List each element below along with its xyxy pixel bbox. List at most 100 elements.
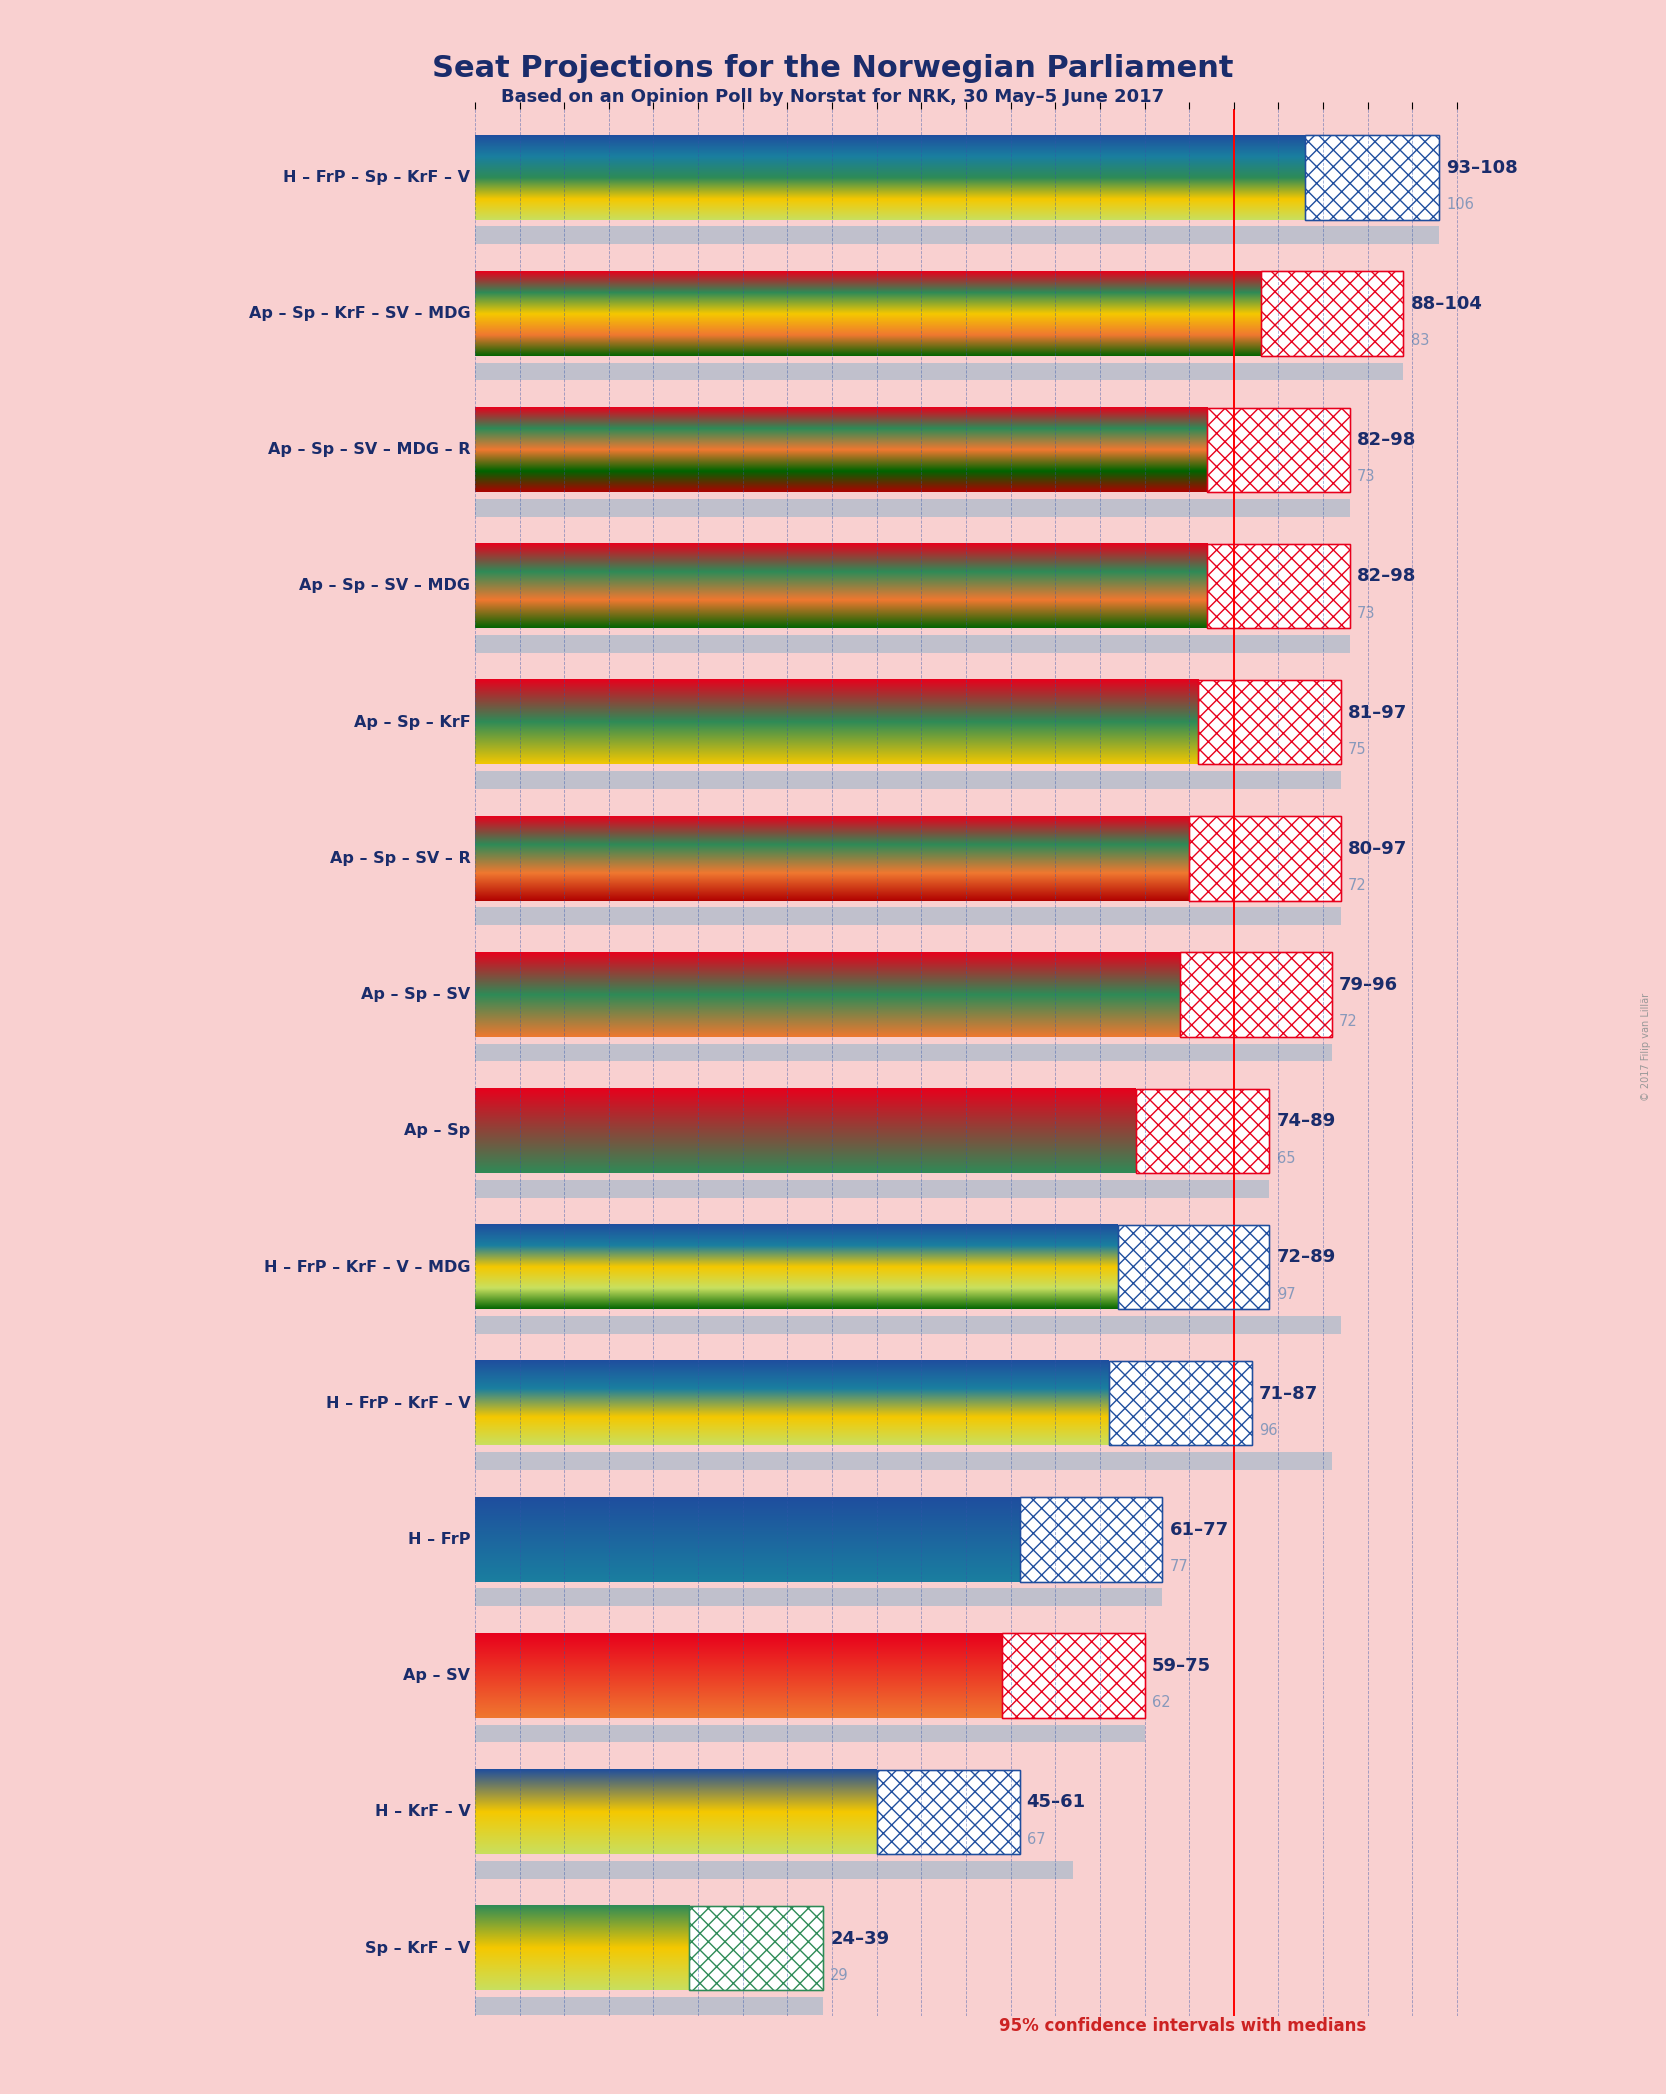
Text: 61–77: 61–77 <box>1170 1520 1228 1539</box>
Bar <box>690 1906 823 1989</box>
Text: 88–104: 88–104 <box>1411 295 1483 312</box>
Text: H – FrP – KrF – V – MDG: H – FrP – KrF – V – MDG <box>263 1258 470 1275</box>
Bar <box>1020 1497 1163 1581</box>
Text: Based on an Opinion Poll by Norstat for NRK, 30 May–5 June 2017: Based on an Opinion Poll by Norstat for … <box>501 88 1165 107</box>
Text: 79–96: 79–96 <box>1339 976 1398 995</box>
Bar <box>1190 817 1341 900</box>
Text: 72–89: 72–89 <box>1276 1248 1336 1267</box>
Text: 96: 96 <box>1259 1424 1278 1439</box>
Bar <box>475 1725 1145 1742</box>
Text: Ap – Sp – SV – MDG: Ap – Sp – SV – MDG <box>300 578 470 593</box>
Text: 71–87: 71–87 <box>1259 1384 1318 1403</box>
Text: 95% confidence intervals with medians: 95% confidence intervals with medians <box>1000 2017 1366 2035</box>
Text: Ap – Sp – SV – R: Ap – Sp – SV – R <box>330 850 470 867</box>
Text: 82–98: 82–98 <box>1358 567 1416 586</box>
Text: 106: 106 <box>1446 197 1474 211</box>
Bar <box>1261 272 1403 356</box>
Bar <box>475 1589 1163 1606</box>
Bar <box>1136 1089 1269 1173</box>
Bar <box>690 1906 823 1989</box>
Text: H – FrP – KrF – V: H – FrP – KrF – V <box>325 1397 470 1411</box>
Bar <box>475 1998 823 2014</box>
Bar <box>475 771 1341 789</box>
Bar <box>1001 1633 1145 1717</box>
Text: 65: 65 <box>1276 1150 1294 1166</box>
Text: H – KrF – V: H – KrF – V <box>375 1805 470 1820</box>
Text: Ap – Sp – KrF: Ap – Sp – KrF <box>353 714 470 729</box>
Bar <box>1020 1497 1163 1581</box>
Bar <box>1118 1225 1269 1309</box>
Bar <box>1001 1633 1145 1717</box>
Text: 59–75: 59–75 <box>1151 1656 1211 1675</box>
Bar <box>1261 272 1403 356</box>
Bar <box>475 498 1349 517</box>
Bar <box>475 1315 1341 1334</box>
Text: 74–89: 74–89 <box>1276 1112 1336 1131</box>
Bar <box>1001 1633 1145 1717</box>
Text: 29: 29 <box>830 1968 850 1983</box>
Text: 97: 97 <box>1276 1288 1294 1302</box>
Bar <box>1020 1497 1163 1581</box>
Text: 73: 73 <box>1358 469 1376 484</box>
Bar <box>475 1862 1073 1878</box>
Text: 67: 67 <box>1026 1832 1045 1847</box>
Bar <box>1198 681 1341 764</box>
Bar <box>1118 1225 1269 1309</box>
Text: 77: 77 <box>1170 1560 1188 1575</box>
Bar <box>876 1769 1020 1853</box>
Bar <box>1180 953 1333 1037</box>
Text: 73: 73 <box>1358 605 1376 620</box>
Bar <box>475 907 1341 926</box>
Bar <box>1261 272 1403 356</box>
Text: Ap – Sp: Ap – Sp <box>405 1122 470 1139</box>
Text: H – FrP – Sp – KrF – V: H – FrP – Sp – KrF – V <box>283 170 470 184</box>
Bar <box>876 1769 1020 1853</box>
Text: Ap – Sp – SV – MDG – R: Ap – Sp – SV – MDG – R <box>268 442 470 456</box>
Bar <box>1206 408 1349 492</box>
Bar <box>1180 953 1333 1037</box>
Bar <box>1136 1089 1269 1173</box>
Text: 75: 75 <box>1348 741 1366 756</box>
Text: 81–97: 81–97 <box>1348 704 1408 722</box>
Bar <box>1304 136 1439 220</box>
Bar <box>475 362 1403 381</box>
Text: 72: 72 <box>1348 877 1366 894</box>
Text: 82–98: 82–98 <box>1358 431 1416 450</box>
Bar <box>1190 817 1341 900</box>
Bar <box>876 1769 1020 1853</box>
Text: Ap – Sp – KrF – SV – MDG: Ap – Sp – KrF – SV – MDG <box>248 306 470 320</box>
Text: 45–61: 45–61 <box>1026 1792 1086 1811</box>
Bar <box>475 1179 1269 1198</box>
Bar <box>1198 681 1341 764</box>
Bar <box>475 1043 1333 1062</box>
Bar <box>1206 408 1349 492</box>
Text: 72: 72 <box>1339 1013 1358 1030</box>
Text: H – FrP: H – FrP <box>408 1533 470 1547</box>
Bar <box>1206 544 1349 628</box>
Text: Ap – SV: Ap – SV <box>403 1669 470 1684</box>
Bar <box>1110 1361 1251 1445</box>
Text: 80–97: 80–97 <box>1348 840 1408 859</box>
Text: 24–39: 24–39 <box>830 1929 890 1947</box>
Bar <box>475 1453 1333 1470</box>
Bar <box>1206 544 1349 628</box>
Text: © 2017 Filip van Lillär: © 2017 Filip van Lillär <box>1641 993 1651 1101</box>
Bar <box>1206 544 1349 628</box>
Text: Seat Projections for the Norwegian Parliament: Seat Projections for the Norwegian Parli… <box>431 54 1235 84</box>
Bar <box>1136 1089 1269 1173</box>
Bar <box>690 1906 823 1989</box>
Bar <box>1190 817 1341 900</box>
Text: 83: 83 <box>1411 333 1429 348</box>
Text: 62: 62 <box>1151 1696 1170 1711</box>
Bar <box>1304 136 1439 220</box>
Bar <box>475 226 1439 245</box>
Text: Sp – KrF – V: Sp – KrF – V <box>365 1941 470 1956</box>
Bar <box>1198 681 1341 764</box>
Bar <box>1118 1225 1269 1309</box>
Bar <box>1110 1361 1251 1445</box>
Bar <box>1110 1361 1251 1445</box>
Text: Ap – Sp – SV: Ap – Sp – SV <box>362 986 470 1003</box>
Text: 93–108: 93–108 <box>1446 159 1518 176</box>
Bar <box>1304 136 1439 220</box>
Bar <box>1206 408 1349 492</box>
